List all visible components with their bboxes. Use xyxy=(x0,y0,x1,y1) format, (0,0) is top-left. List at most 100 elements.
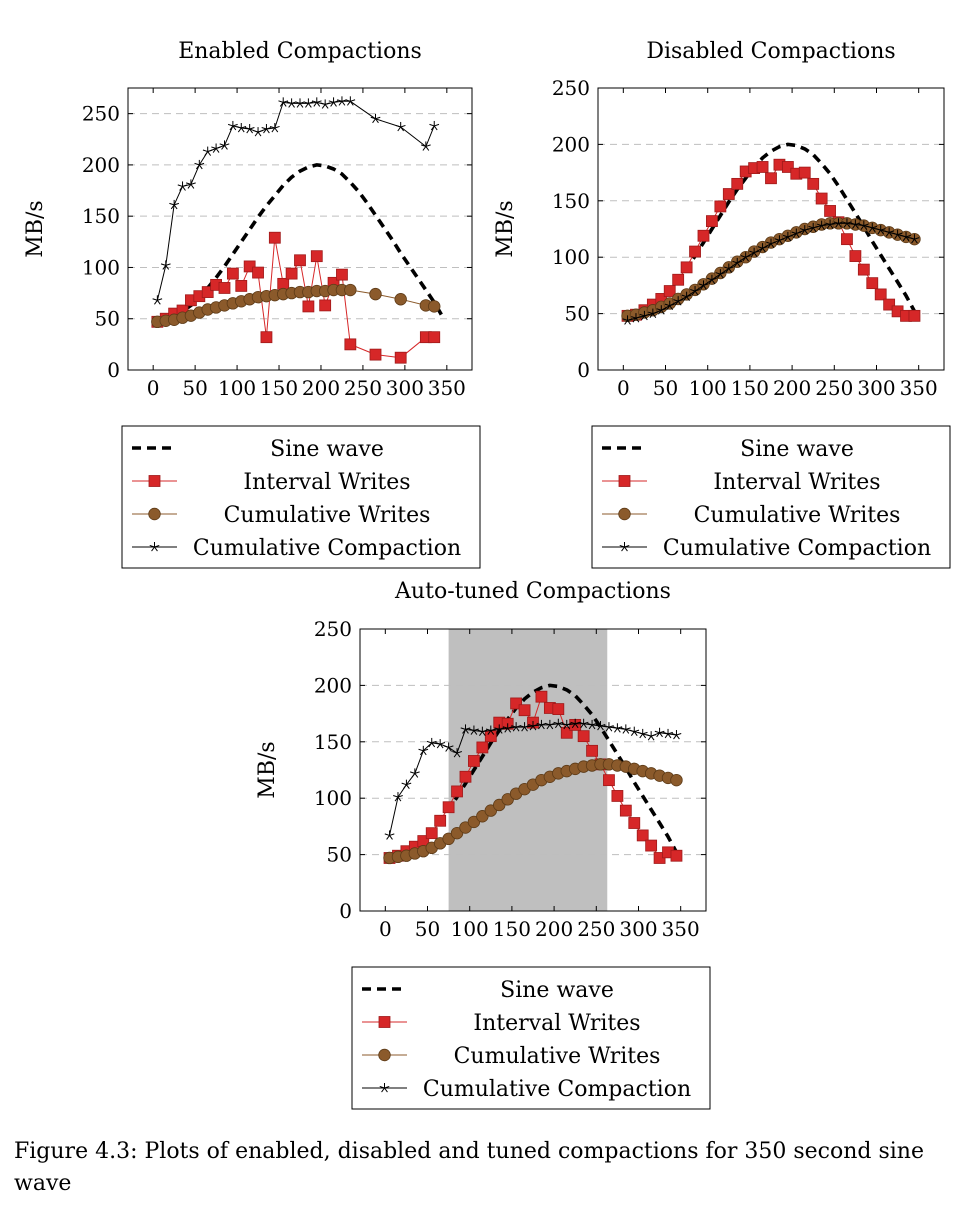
data-point xyxy=(756,161,769,173)
data-point xyxy=(884,227,895,237)
data-point xyxy=(320,99,331,109)
x-tick-label: 350 xyxy=(662,917,700,941)
data-point-arm xyxy=(846,221,852,224)
data-point-arm xyxy=(232,123,238,127)
data-point-arm xyxy=(553,721,559,725)
data-point-arm xyxy=(190,184,195,189)
data-point-arm xyxy=(271,127,276,133)
data-point-arm xyxy=(612,726,618,729)
data-point-arm xyxy=(266,126,272,130)
data-point xyxy=(278,97,289,107)
data-point-arm xyxy=(656,308,662,311)
data-point-arm xyxy=(249,126,255,130)
data-point xyxy=(639,310,650,321)
data-point-arm xyxy=(674,300,679,306)
data-point xyxy=(443,742,454,752)
data-point xyxy=(468,755,480,767)
data-point-arm xyxy=(350,99,356,102)
series-line-sine-wave xyxy=(389,683,679,859)
x-tick-label: 250 xyxy=(344,376,382,400)
series-cumulative-compaction xyxy=(622,218,920,325)
data-point-arm xyxy=(199,162,205,166)
data-point xyxy=(706,215,718,228)
data-point-arm xyxy=(536,722,542,726)
data-point-arm xyxy=(469,728,475,731)
data-point-arm xyxy=(237,127,242,133)
data-point-arm xyxy=(316,102,321,107)
data-point-arm xyxy=(686,296,690,302)
data-point-arm xyxy=(656,732,660,738)
legend-marker-interval-writes xyxy=(618,475,631,487)
data-point-arm xyxy=(745,255,751,258)
data-point xyxy=(697,229,710,242)
data-point-arm xyxy=(515,726,520,732)
data-point-arm xyxy=(647,311,654,315)
data-point-arm xyxy=(490,728,496,731)
x-tick-label: 200 xyxy=(535,917,573,941)
data-point xyxy=(663,728,673,739)
data-point xyxy=(202,146,213,156)
data-point-arm xyxy=(639,733,644,739)
data-point-arm xyxy=(154,299,158,305)
data-point-arm xyxy=(909,237,915,240)
data-point-arm xyxy=(434,123,440,127)
data-point-arm xyxy=(490,730,495,735)
data-point-arm xyxy=(888,232,893,237)
data-point xyxy=(425,827,438,840)
data-point-arm xyxy=(393,795,399,798)
data-point-arm xyxy=(419,750,424,756)
y-axis-label: MB/s xyxy=(23,200,48,257)
data-point-arm xyxy=(762,247,766,253)
data-point-arm xyxy=(397,795,403,798)
data-point-arm xyxy=(241,125,247,129)
data-point-arm xyxy=(711,277,717,281)
data-point-arm xyxy=(770,241,776,245)
data-point-arm xyxy=(813,225,819,229)
data-point-arm xyxy=(905,234,911,238)
data-point xyxy=(732,257,743,268)
x-tick-label: 250 xyxy=(577,917,615,941)
data-point xyxy=(815,192,828,205)
data-point xyxy=(434,814,447,827)
x-tick-label: 150 xyxy=(260,376,298,400)
data-point xyxy=(269,122,280,133)
data-point xyxy=(302,300,315,313)
data-point-arm xyxy=(177,184,183,187)
data-point-arm xyxy=(782,234,789,238)
data-point-arm xyxy=(663,731,669,735)
data-point-arm xyxy=(795,233,800,238)
data-point xyxy=(723,263,734,273)
data-point xyxy=(620,724,631,734)
data-point-arm xyxy=(186,182,192,185)
data-point-arm xyxy=(677,300,682,306)
data-point xyxy=(604,722,614,732)
data-point xyxy=(611,790,624,802)
series-sine-wave xyxy=(627,142,917,318)
data-point-arm xyxy=(669,303,675,307)
data-point-arm xyxy=(580,723,585,729)
data-point-arm xyxy=(249,128,254,134)
data-point-arm xyxy=(633,731,638,736)
data-point-arm xyxy=(888,230,895,233)
data-point xyxy=(808,222,819,233)
x-tick-label: 150 xyxy=(731,376,769,400)
y-tick-label: 150 xyxy=(82,204,120,228)
data-point-arm xyxy=(162,265,167,270)
data-point-arm xyxy=(720,272,726,275)
data-point-arm xyxy=(425,144,431,147)
data-point-arm xyxy=(578,721,584,725)
data-point xyxy=(670,849,683,862)
data-point-arm xyxy=(863,225,868,230)
data-point-arm xyxy=(650,735,655,741)
data-point-arm xyxy=(644,315,648,321)
data-point-arm xyxy=(370,116,376,120)
series-cumulative-writes xyxy=(383,758,683,865)
data-point-arm xyxy=(650,734,657,737)
data-point-arm xyxy=(207,151,212,156)
data-point-arm xyxy=(448,745,454,748)
data-point xyxy=(152,295,163,305)
data-point-arm xyxy=(414,773,419,778)
data-point xyxy=(578,718,589,729)
data-point xyxy=(253,127,263,137)
data-point-arm xyxy=(499,727,505,730)
